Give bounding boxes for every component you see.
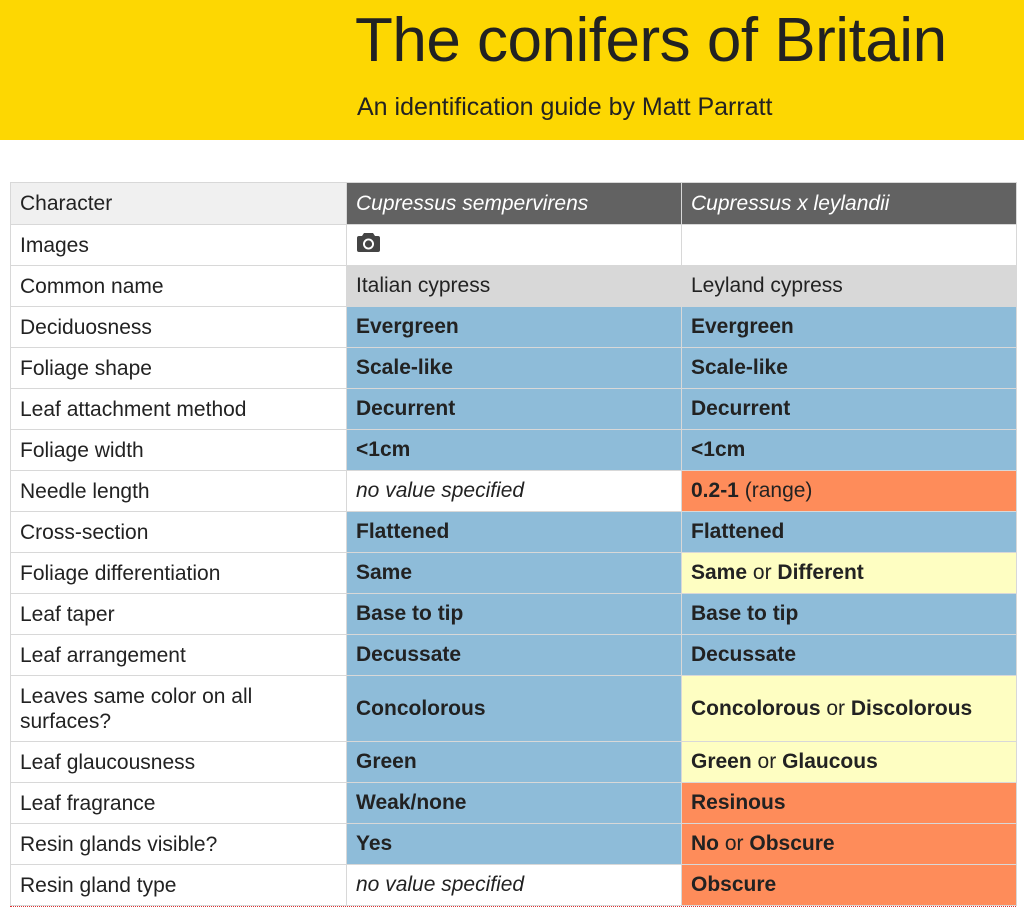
species-b-value-cell: 0.2-1 (range) xyxy=(681,470,1017,512)
table-row-foliage-width: Foliage width <1cm <1cm xyxy=(10,429,1017,471)
row-label: Leaf taper xyxy=(10,593,347,635)
character-column-header: Character xyxy=(10,182,347,225)
or-separator: or xyxy=(757,750,777,773)
camera-icon[interactable] xyxy=(356,232,381,259)
page-subtitle: An identification guide by Matt Parratt xyxy=(357,93,773,121)
table-row-foliage-shape: Foliage shape Scale-like Scale-like xyxy=(10,347,1017,389)
species-a-value: Concolorous xyxy=(346,675,682,742)
row-label: Deciduosness xyxy=(10,306,347,348)
species-a-value: Weak/none xyxy=(346,782,682,824)
species-a-value: Green xyxy=(346,741,682,783)
species-a-value: Evergreen xyxy=(346,306,682,348)
species-b-option: Obscure xyxy=(749,832,835,855)
species-a-column-header[interactable]: Cupressus sempervirens xyxy=(346,182,682,225)
row-label: Needle length xyxy=(10,470,347,512)
row-label: Foliage width xyxy=(10,429,347,471)
species-a-images-cell xyxy=(346,224,682,266)
row-label: Leaf arrangement xyxy=(10,634,347,676)
comparison-table-container: Character Cupressus sempervirens Cupress… xyxy=(10,182,1017,906)
species-a-value: Italian cypress xyxy=(346,265,682,307)
row-label: Cross-section xyxy=(10,511,347,553)
table-row-leaf-arrangement: Leaf arrangement Decussate Decussate xyxy=(10,634,1017,676)
species-b-value-cell: Same or Different xyxy=(681,552,1017,594)
species-b-option: Concolorous xyxy=(691,696,821,720)
species-a-value: Scale-like xyxy=(346,347,682,389)
table-row-leaf-taper: Leaf taper Base to tip Base to tip xyxy=(10,593,1017,635)
species-a-value: no value specified xyxy=(346,470,682,512)
species-a-value: Decussate xyxy=(346,634,682,676)
table-row-deciduousness: Deciduosness Evergreen Evergreen xyxy=(10,306,1017,348)
species-b-value: Decussate xyxy=(681,634,1017,676)
table-row-images: Images xyxy=(10,224,1017,266)
row-label: Resin glands visible? xyxy=(10,823,347,865)
row-label: Foliage differentiation xyxy=(10,552,347,594)
species-a-value: Base to tip xyxy=(346,593,682,635)
species-b-option: Different xyxy=(777,561,864,584)
table-header-row: Character Cupressus sempervirens Cupress… xyxy=(10,182,1017,225)
species-a-value: Flattened xyxy=(346,511,682,553)
species-b-value: 0.2-1 xyxy=(691,479,739,502)
row-label: Foliage shape xyxy=(10,347,347,389)
species-b-value: Leyland cypress xyxy=(681,265,1017,307)
row-label: Leaf glaucousness xyxy=(10,741,347,783)
page-header: The conifers of Britain An identificatio… xyxy=(0,0,1024,140)
species-b-option: Glaucous xyxy=(782,750,878,773)
row-label: Resin gland type xyxy=(10,864,347,906)
row-label: Leaves same color on all surfaces? xyxy=(10,675,347,742)
species-b-value-cell: No or Obscure xyxy=(681,823,1017,865)
or-separator: or xyxy=(752,561,772,584)
comparison-table: Character Cupressus sempervirens Cupress… xyxy=(10,182,1017,906)
table-row-leaf-fragrance: Leaf fragrance Weak/none Resinous xyxy=(10,782,1017,824)
species-a-value: Yes xyxy=(346,823,682,865)
table-cutoff-line xyxy=(10,906,1016,907)
species-b-option: Green xyxy=(691,750,752,773)
row-label: Leaf fragrance xyxy=(10,782,347,824)
species-a-value: Same xyxy=(346,552,682,594)
species-b-column-header[interactable]: Cupressus x leylandii xyxy=(681,182,1017,225)
species-b-value: Base to tip xyxy=(681,593,1017,635)
table-row-cross-section: Cross-section Flattened Flattened xyxy=(10,511,1017,553)
table-row-foliage-differentiation: Foliage differentiation Same Same or Dif… xyxy=(10,552,1017,594)
species-b-value: Flattened xyxy=(681,511,1017,553)
species-b-option: Discolorous xyxy=(850,696,973,720)
page-title: The conifers of Britain xyxy=(355,6,947,75)
table-row-resin-glands-visible: Resin glands visible? Yes No or Obscure xyxy=(10,823,1017,865)
table-row-common-name: Common name Italian cypress Leyland cypr… xyxy=(10,265,1017,307)
species-b-value: Resinous xyxy=(681,782,1017,824)
table-row-leaf-color: Leaves same color on all surfaces? Conco… xyxy=(10,675,1017,742)
table-row-leaf-glaucousness: Leaf glaucousness Green Green or Glaucou… xyxy=(10,741,1017,783)
species-b-value: Decurrent xyxy=(681,388,1017,430)
species-b-value-cell: Concolorous or Discolorous xyxy=(681,675,1017,742)
species-a-value: <1cm xyxy=(346,429,682,471)
species-b-option: Same xyxy=(691,561,748,584)
or-separator: or xyxy=(826,696,846,720)
table-row-needle-length: Needle length no value specified 0.2-1 (… xyxy=(10,470,1017,512)
table-row-leaf-attachment: Leaf attachment method Decurrent Decurre… xyxy=(10,388,1017,430)
value-note: (range) xyxy=(744,479,813,502)
species-b-value: Obscure xyxy=(681,864,1017,906)
species-b-value: <1cm xyxy=(681,429,1017,471)
species-b-value: Evergreen xyxy=(681,306,1017,348)
row-label: Common name xyxy=(10,265,347,307)
species-a-value: no value specified xyxy=(346,864,682,906)
species-b-value-cell: Green or Glaucous xyxy=(681,741,1017,783)
or-separator: or xyxy=(724,832,744,855)
row-label: Images xyxy=(10,224,347,266)
table-row-resin-gland-type: Resin gland type no value specified Obsc… xyxy=(10,864,1017,906)
species-a-value: Decurrent xyxy=(346,388,682,430)
species-b-option: No xyxy=(691,832,719,855)
row-label: Leaf attachment method xyxy=(10,388,347,430)
species-b-images-cell xyxy=(681,224,1017,266)
species-b-value: Scale-like xyxy=(681,347,1017,389)
